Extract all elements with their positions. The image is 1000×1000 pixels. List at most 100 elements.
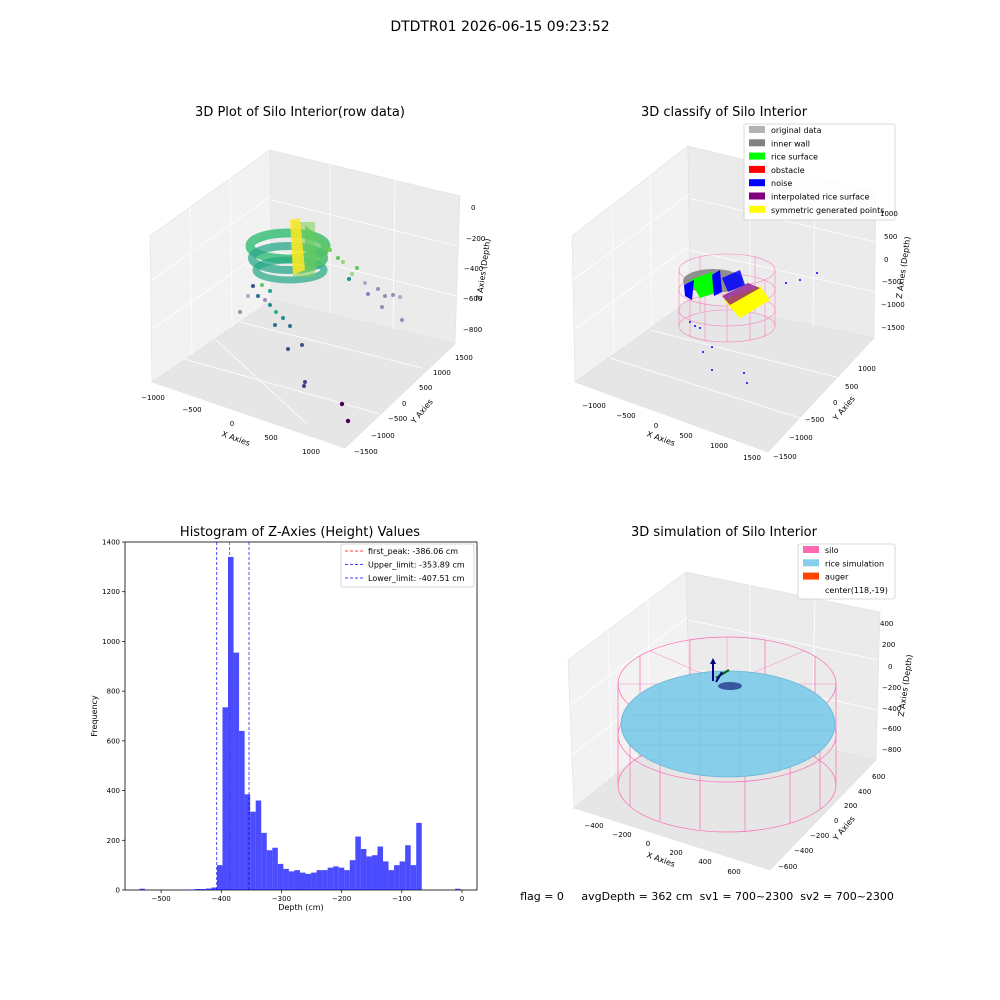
classify-legend-entries: original data inner wall rice surface obsta… [749,126,884,215]
histogram-x-tick-label: 0 [460,895,464,903]
histogram-x-tick-label: −200 [332,895,351,903]
histogram-bar [338,867,345,890]
raw-y-tick: −500 [388,415,407,423]
classify-x-tick: 0 [654,422,658,430]
raw-scattered-points [238,248,404,424]
classify-z-tick: −500 [882,278,901,286]
classify-x-tick: 1500 [743,454,761,462]
legend-label: inner wall [771,139,810,148]
histogram-bar [454,888,461,890]
classify-panel-title: 3D classify of Silo Interior [641,105,808,120]
raw-3d-box [149,149,461,449]
simulation-auger [710,658,742,690]
classify-z-label: Z Axies (Depth) [895,236,913,299]
histogram-bar [394,865,400,890]
simulation-y-tick: 200 [844,802,857,810]
histogram-panel: Histogram of Z-Axies (Height) Values −50… [90,525,478,912]
legend-swatch [749,152,765,160]
legend-swatch [749,126,765,133]
classify-y-tick: 0 [833,399,837,407]
histogram-bar [200,889,206,890]
classify-x-tick: 1000 [710,442,728,450]
histogram-y-tick-label: 800 [107,688,120,696]
simulation-x-tick: −200 [612,831,631,839]
histogram-bar [228,556,234,890]
legend-label: obstacle [771,166,805,175]
histogram-legend-box [340,543,475,588]
simulation-y-tick: −600 [778,863,797,871]
raw-point-cloud [245,218,331,284]
legend-swatch [749,205,765,213]
legend-label: rice simulation [825,559,884,568]
legend-label: rice surface [771,153,818,162]
legend-label: center(118,-19) [825,586,888,595]
legend-swatch [749,179,765,187]
histogram-y-ticks: 0 200 400 600 800 1000 1200 1400 [102,539,125,895]
histogram-bar [277,863,284,890]
classify-x-tick: −500 [616,412,635,420]
classify-z-tick: −1000 [881,301,905,309]
raw-y-tick: 1500 [455,354,473,362]
histogram-bar [311,872,317,890]
classify-z-tick: 500 [884,233,897,241]
classify-x-tick: 500 [679,432,692,440]
histogram-bar [416,822,422,890]
histogram-bar [239,730,245,890]
histogram-y-tick-label: 1200 [102,588,120,596]
simulation-x-tick: 400 [698,858,711,866]
legend-swatch [749,192,765,200]
raw-z-axis: 0 −200 −400 −600 −800 Z Axies (Depth) [463,204,492,334]
histogram-bar [405,845,411,890]
raw-panel-title: 3D Plot of Silo Interior(row data) [195,105,405,120]
simulation-legend: silo rice simulation auger center(118,-19) [797,543,896,600]
histogram-bar [399,861,406,890]
simulation-legend-entries: silo rice simulation auger center(118,-19) [803,546,888,595]
classify-z-tick: 0 [884,256,888,264]
simulation-z-tick: 400 [880,620,893,628]
raw-3d-panel: 3D Plot of Silo Interior(row data) [141,105,492,456]
histogram-bar [294,870,300,890]
histogram-bar [233,652,240,890]
histogram-y-tick-label: 200 [107,837,120,845]
histogram-bar [216,865,223,890]
histogram-y-tick-label: 1400 [102,539,120,547]
histogram-x-ticks: −500 −400 −300 −200 −100 0 [151,890,464,903]
legend-label: original data [771,126,822,135]
legend-swatch [749,165,765,173]
histogram-bar [283,868,289,890]
histogram-title: Histogram of Z-Axies (Height) Values [180,525,420,540]
histogram-x-label: Depth (cm) [278,903,323,912]
simulation-legend-box [797,543,896,600]
histogram-bar [305,873,312,890]
histogram-y-tick-label: 400 [107,787,120,795]
histogram-x-tick-label: −300 [272,895,291,903]
raw-y-tick: 1000 [433,369,451,377]
legend-label: noise [771,179,792,188]
legend-swatch [803,572,819,580]
histogram-bar [288,871,295,890]
classify-y-tick: 500 [845,383,858,391]
raw-z-tick: −600 [463,295,482,303]
histogram-bar [322,870,328,890]
histogram-bar [299,872,306,890]
histogram-bar [266,850,273,890]
legend-swatch [749,139,765,147]
histogram-bar [366,856,372,890]
classify-point-cloud [683,269,818,384]
classify-y-tick: −1500 [773,453,797,461]
simulation-z-tick: −400 [882,705,901,713]
legend-swatch [803,546,819,553]
raw-y-label: Y Axies [409,397,435,426]
histogram-bar [355,836,361,890]
classify-3d-panel: 3D classify of Silo Interior [571,105,913,462]
raw-z-tick: −200 [466,235,485,243]
legend-label: auger [825,573,849,582]
raw-y-tick: 500 [419,384,432,392]
histogram-bar [272,847,278,890]
histogram-x-tick-label: −500 [151,895,170,903]
simulation-z-tick: 0 [888,663,892,671]
raw-x-tick: −500 [182,406,201,414]
simulation-x-tick: 200 [669,849,682,857]
histogram-bar [261,832,267,890]
